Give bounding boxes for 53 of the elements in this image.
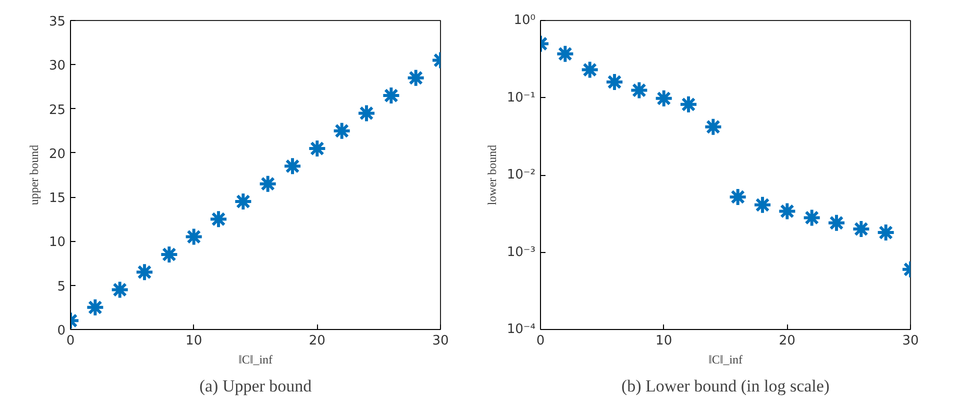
y-tick-label: 30 [48, 58, 66, 74]
x-tick-label: 30 [902, 334, 919, 348]
point [802, 208, 822, 228]
text: (a) Upper bound [199, 376, 312, 396]
point [234, 192, 253, 211]
point [580, 60, 600, 80]
y-tick-label: 10⁰ [514, 13, 536, 28]
y-tick-label: 0 [57, 324, 66, 338]
point [679, 94, 698, 114]
point [332, 121, 352, 140]
point [135, 262, 154, 282]
point [876, 223, 896, 242]
y-tick-label: 10⁻³ [506, 244, 536, 260]
point [308, 139, 327, 158]
point [184, 227, 204, 246]
y-tick-label: 20 [48, 146, 66, 162]
point [160, 244, 179, 264]
point [778, 202, 797, 221]
point [654, 88, 674, 108]
x-axis-title: ‖C‖_inf [238, 352, 273, 366]
point [630, 80, 649, 100]
point [556, 44, 575, 64]
x-tick-label: 10 [186, 334, 202, 348]
y-axis-title: lower bound [484, 144, 499, 206]
point [209, 210, 228, 229]
text: (b) Lower bound (in log scale) [621, 376, 830, 396]
y-tick-label: 25 [48, 102, 66, 118]
x-tick-label: 10 [656, 334, 672, 348]
point [86, 298, 105, 317]
x-tick-label: 20 [778, 334, 796, 348]
x-tick-label: 30 [432, 334, 449, 348]
point [283, 156, 302, 176]
point [406, 68, 426, 88]
point [704, 117, 723, 136]
x-tick-label: 20 [308, 334, 326, 348]
y-tick-label: 10 [48, 235, 66, 250]
point [753, 195, 772, 214]
point [258, 174, 278, 194]
y-tick-label: 5 [57, 279, 66, 294]
point [827, 213, 846, 232]
point [852, 219, 871, 238]
point [110, 280, 130, 300]
y-tick-label: 15 [48, 191, 66, 206]
point [605, 72, 624, 92]
y-tick-label: 35 [48, 14, 66, 30]
y-tick-label: 10⁻² [506, 168, 536, 182]
y-tick-label: 10⁻⁴ [506, 322, 536, 337]
y-tick-label: 10⁻¹ [506, 90, 536, 106]
y-axis-title: upper bound [26, 144, 41, 206]
point [357, 104, 376, 123]
x-axis-title: ‖C‖_inf [708, 352, 743, 366]
point [382, 86, 401, 106]
point [728, 187, 748, 206]
